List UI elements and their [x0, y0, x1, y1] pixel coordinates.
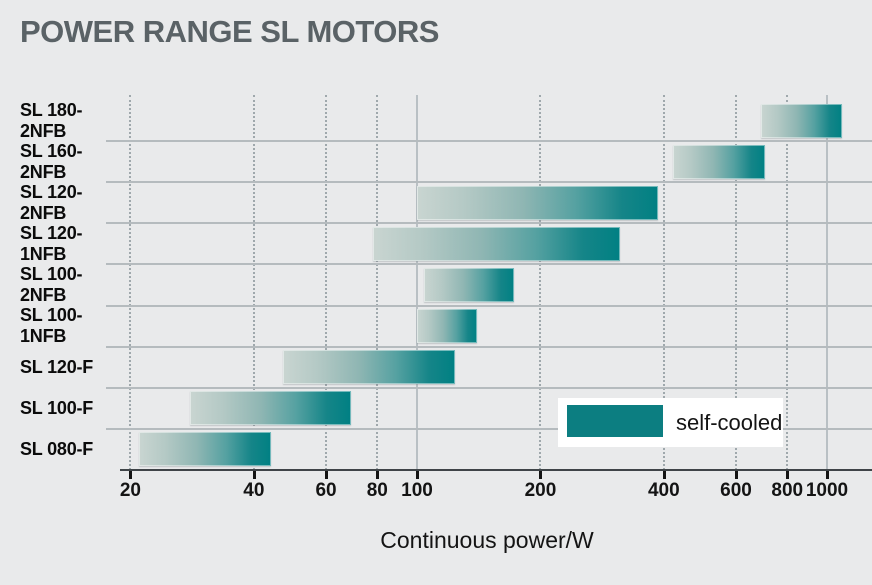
- row-separator: [106, 140, 872, 142]
- power-range-bar: [417, 309, 477, 344]
- x-minor-gridline: [252, 95, 255, 470]
- plot-area: [106, 95, 872, 470]
- row-separator: [106, 181, 872, 183]
- row-separator: [106, 387, 872, 389]
- power-range-bar: [139, 432, 271, 467]
- x-minor-gridline: [325, 95, 328, 470]
- row-separator: [106, 346, 872, 348]
- y-axis-label: SL 100-1NFB: [20, 305, 83, 347]
- x-axis-tick: [376, 471, 380, 479]
- x-axis-line: [120, 469, 872, 471]
- x-minor-gridline: [786, 95, 789, 470]
- x-axis-tick: [786, 471, 790, 479]
- x-tick-label: 100: [401, 480, 433, 501]
- x-tick-label: 80: [366, 480, 388, 501]
- y-axis-label: SL 100-2NFB: [20, 264, 83, 305]
- x-minor-gridline: [376, 95, 379, 470]
- x-axis-title: Continuous power/W: [380, 527, 594, 553]
- row-separator: [106, 263, 872, 265]
- x-tick-label: 40: [243, 480, 265, 501]
- power-range-bar: [190, 391, 351, 426]
- power-range-bar: [417, 185, 659, 220]
- x-minor-gridline: [539, 95, 542, 470]
- x-axis-tick: [735, 471, 739, 479]
- x-axis-tick: [325, 471, 329, 479]
- y-axis-label: SL 120-F: [20, 356, 94, 377]
- row-separator: [106, 305, 872, 307]
- x-minor-gridline: [662, 95, 665, 470]
- row-separator: [106, 428, 872, 430]
- power-range-bar: [423, 268, 514, 302]
- legend-label: self-cooled: [676, 409, 783, 435]
- x-tick-label: 200: [524, 480, 557, 501]
- power-range-bar: [372, 226, 620, 261]
- x-tick-label: 20: [119, 480, 141, 501]
- y-axis-label: SL 160-2NFB: [20, 140, 83, 182]
- x-minor-gridline: [129, 95, 132, 470]
- y-axis-label: SL 180-2NFB: [20, 99, 83, 141]
- row-separator: [106, 222, 872, 224]
- x-tick-label: 600: [720, 480, 752, 501]
- x-major-gridline: [826, 95, 828, 470]
- x-axis-tick: [539, 471, 543, 479]
- legend: self-cooled: [558, 398, 783, 447]
- x-tick-label: 60: [315, 480, 337, 501]
- y-axis-label: SL 120-1NFB: [20, 222, 83, 264]
- x-axis-tick: [826, 471, 829, 479]
- power-range-bar: [282, 350, 456, 385]
- x-axis-tick: [662, 471, 666, 479]
- y-axis-label: SL 120-2NFB: [20, 181, 83, 223]
- x-minor-gridline: [735, 95, 738, 470]
- x-axis-tick: [129, 471, 133, 479]
- power-range-bar: [672, 144, 765, 179]
- x-tick-label: 800: [771, 480, 804, 501]
- x-tick-label: 1000: [805, 480, 849, 501]
- legend-swatch-self-cooled: [567, 405, 663, 437]
- x-tick-label: 400: [647, 480, 680, 501]
- power-range-bar: [760, 103, 843, 138]
- page-title: POWER RANGE SL MOTORS: [20, 14, 439, 49]
- y-axis-label: SL 100-F: [20, 397, 94, 418]
- y-axis-label: SL 080-F: [20, 438, 94, 459]
- x-major-gridline: [416, 95, 418, 470]
- x-axis-tick: [252, 471, 256, 479]
- x-axis-tick: [416, 471, 419, 479]
